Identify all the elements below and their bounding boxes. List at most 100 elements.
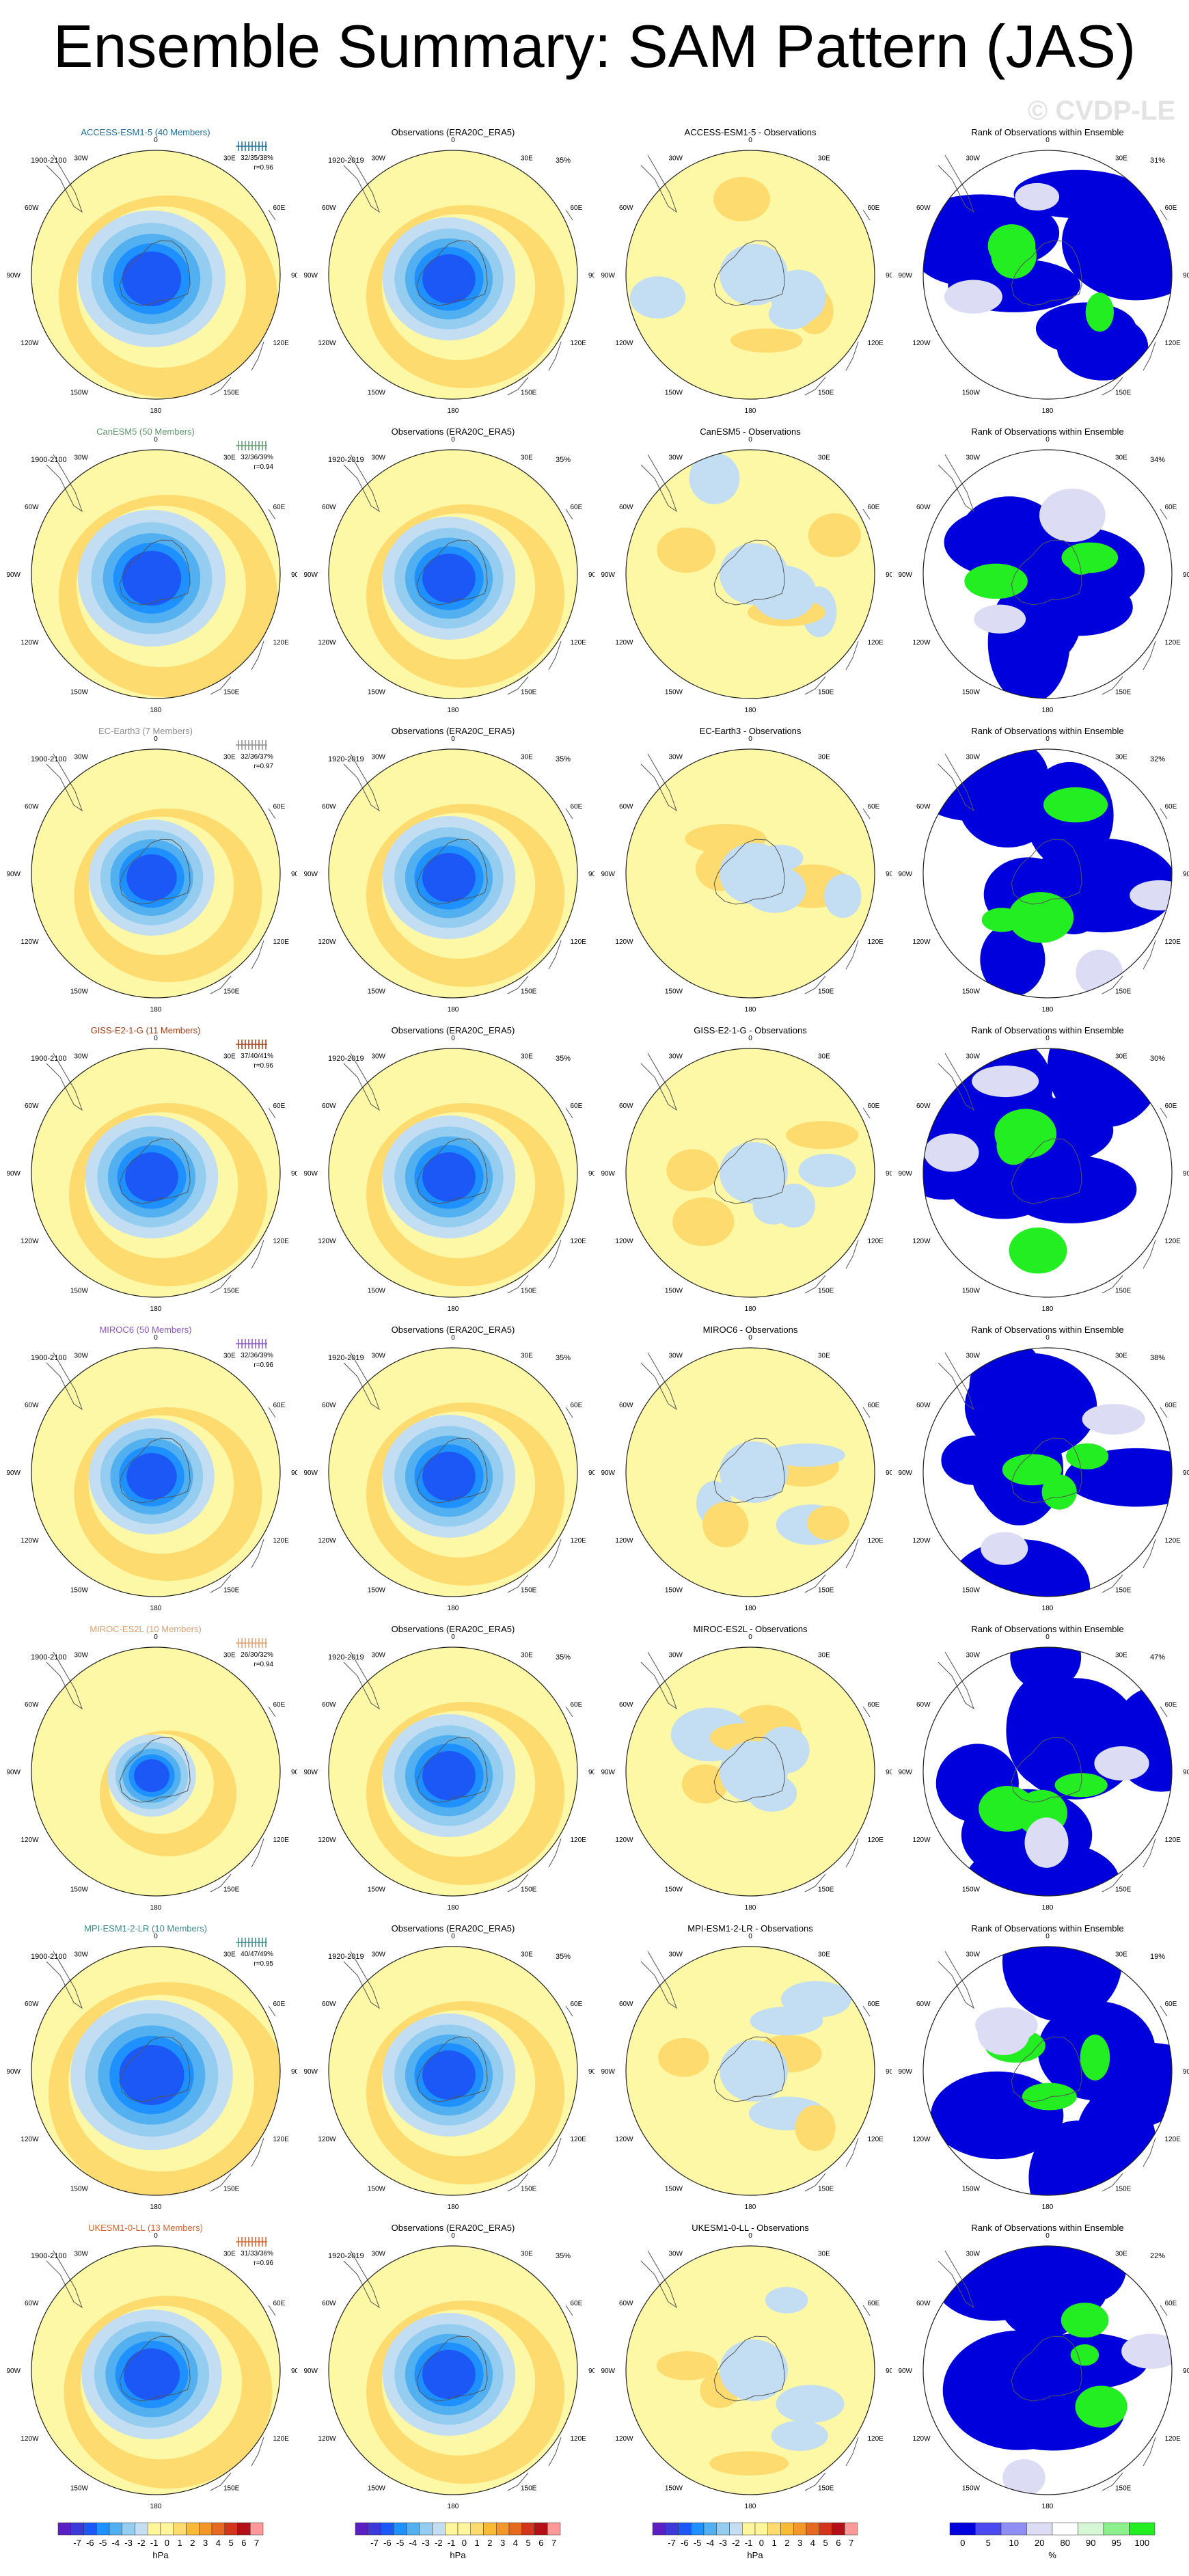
longitude-tick-label: 180 — [745, 1605, 756, 1612]
longitude-tick-label: 90E — [1183, 1769, 1189, 1776]
longitude-tick-label: 60W — [322, 204, 336, 212]
negative-contour-5 — [422, 2050, 476, 2100]
longitude-tick-label: 90E — [886, 871, 892, 878]
longitude-tick-label: 30E — [1115, 1053, 1128, 1061]
longitude-tick-label: 150W — [962, 688, 981, 696]
longitude-tick-label: 180 — [1042, 1605, 1054, 1612]
longitude-tick-label: 60W — [322, 2300, 336, 2307]
longitude-tick-label: 30E — [223, 155, 236, 163]
rank-low-region — [942, 2330, 1095, 2450]
longitude-tick-label: 150W — [368, 1586, 386, 1594]
colorbar-tick-label: -7 — [73, 2538, 81, 2548]
rank-mid-region — [974, 604, 1026, 634]
antarctica-coastline — [416, 539, 488, 606]
colorbar-swatch — [832, 2522, 845, 2536]
longitude-tick-label: 150E — [521, 1886, 537, 1893]
colorbar-tick-label: -6 — [681, 2538, 689, 2548]
longitude-tick-label: 120E — [867, 340, 884, 347]
panel-title-observations: Observations (ERA20C_ERA5) — [392, 127, 515, 137]
longitude-tick-label: 30E — [223, 2251, 236, 2258]
colorbar-tick-label: 6 — [836, 2538, 840, 2548]
map-outline — [922, 150, 1173, 400]
australia-coastline — [251, 2437, 264, 2467]
longitude-tick-label: 90E — [291, 1769, 297, 1776]
colorbar-svg: -7 -6 -5 -4 -3 -2 -1 0 1 2 3 4 5 6 7 hPa — [355, 2522, 561, 2560]
longitude-tick-label: 90W — [6, 1769, 20, 1776]
colorbar-unit-label: hPa — [747, 2550, 763, 2560]
difference-blob — [689, 452, 740, 504]
longitude-tick-label: 150E — [818, 1287, 834, 1294]
panel-title-difference: MIROC-ES2L - Observations — [693, 1624, 808, 1634]
africa-coastline — [1160, 1107, 1168, 1119]
longitude-tick-label: 180 — [745, 407, 756, 415]
longitude-tick-label: 0 — [1046, 735, 1050, 743]
difference-blob — [713, 176, 771, 221]
variance-explained: 35% — [556, 1953, 571, 1961]
longitude-tick-label: 120E — [867, 1238, 884, 1245]
longitude-tick-label: 120E — [273, 639, 289, 647]
longitude-tick-label: 0 — [451, 1035, 455, 1042]
difference-blob — [658, 2037, 709, 2077]
longitude-tick-label: 0 — [154, 1633, 158, 1641]
antarctica-coastline — [416, 1437, 488, 1504]
colorbar-swatch — [806, 2522, 819, 2536]
period-label: 1920-2019 — [328, 1953, 364, 1961]
difference-blob — [767, 1443, 845, 1467]
australia-coastline — [1143, 1239, 1156, 1269]
rank-field — [923, 1947, 1172, 2195]
longitude-tick-label: 90W — [898, 2368, 912, 2375]
africa-coastline — [1160, 209, 1168, 221]
negative-contour-5 — [422, 254, 476, 303]
difference-core — [720, 2340, 788, 2401]
map-outline — [328, 2245, 578, 2495]
longitude-tick-label: 30W — [668, 1053, 683, 1061]
longitude-tick-label: 90E — [886, 1170, 892, 1178]
longitude-tick-label: 90W — [601, 2368, 615, 2375]
rank-field — [923, 749, 1172, 998]
colorbar-tick-label: -1 — [150, 2538, 159, 2548]
rank-mid-region — [1002, 2459, 1046, 2495]
map-outline — [922, 1946, 1173, 2196]
longitude-tick-label: 90W — [601, 571, 615, 579]
panel-title-observations: Observations (ERA20C_ERA5) — [392, 2223, 515, 2233]
panel-title-difference: CanESM5 - Observations — [700, 426, 801, 437]
longitude-tick-label: 150E — [1115, 1886, 1132, 1893]
australia-coastline — [251, 341, 264, 371]
south-america-coastline — [343, 1651, 380, 1710]
longitude-tick-label: 30E — [223, 754, 236, 761]
variance-explained: 35% — [556, 1354, 571, 1362]
pattern-colorbar: -7 -6 -5 -4 -3 -2 -1 0 1 2 3 4 5 6 7 hPa — [345, 2519, 571, 2566]
longitude-tick-label: 150W — [70, 988, 89, 995]
longitude-tick-label: 60W — [25, 1102, 39, 1110]
longitude-tick-label: 120W — [20, 1537, 39, 1545]
rank-high-region — [1085, 293, 1114, 332]
colorbar-tick-label: 5 — [526, 2538, 531, 2548]
longitude-tick-label: 90E — [588, 2368, 594, 2375]
contour-field — [329, 1348, 577, 1597]
antarctica-coastline — [1011, 539, 1082, 606]
longitude-tick-label: 180 — [745, 2204, 756, 2211]
longitude-tick-label: 90W — [898, 1170, 912, 1178]
longitude-tick-label: 90E — [1183, 1170, 1189, 1178]
map-outline — [625, 1646, 875, 1897]
australia-coastline — [548, 341, 562, 371]
longitude-tick-label: 90E — [291, 871, 297, 878]
colorbar-tick-label: 0 — [759, 2538, 764, 2548]
map-svg: ACCESS-ESM1-5 (40 Members) 1900-2100 32/35… — [6, 127, 297, 415]
map-svg: MIROC6 (50 Members) 1900-2100 32/36/39% r=0… — [6, 1325, 297, 1612]
longitude-tick-label: 90W — [898, 1769, 912, 1776]
longitude-tick-label: 0 — [154, 1933, 158, 1940]
colorbar-tick-label: 0 — [165, 2538, 169, 2548]
panel-title-rank: Rank of Observations within Ensemble — [971, 1025, 1123, 1035]
longitude-tick-label: 90W — [6, 1170, 20, 1178]
colorbar-tick-label: -4 — [409, 2538, 418, 2548]
correlation-value: r=0.96 — [254, 1062, 273, 1070]
longitude-tick-label: 30E — [818, 455, 830, 462]
south-america-coastline — [46, 1651, 83, 1710]
longitude-tick-label: 150E — [1115, 988, 1132, 995]
longitude-tick-label: 120W — [912, 1238, 931, 1245]
ensemble-mean-panel: MPI-ESM1-2-LR (10 Members) 1900-2100 40/47… — [0, 1919, 297, 2220]
